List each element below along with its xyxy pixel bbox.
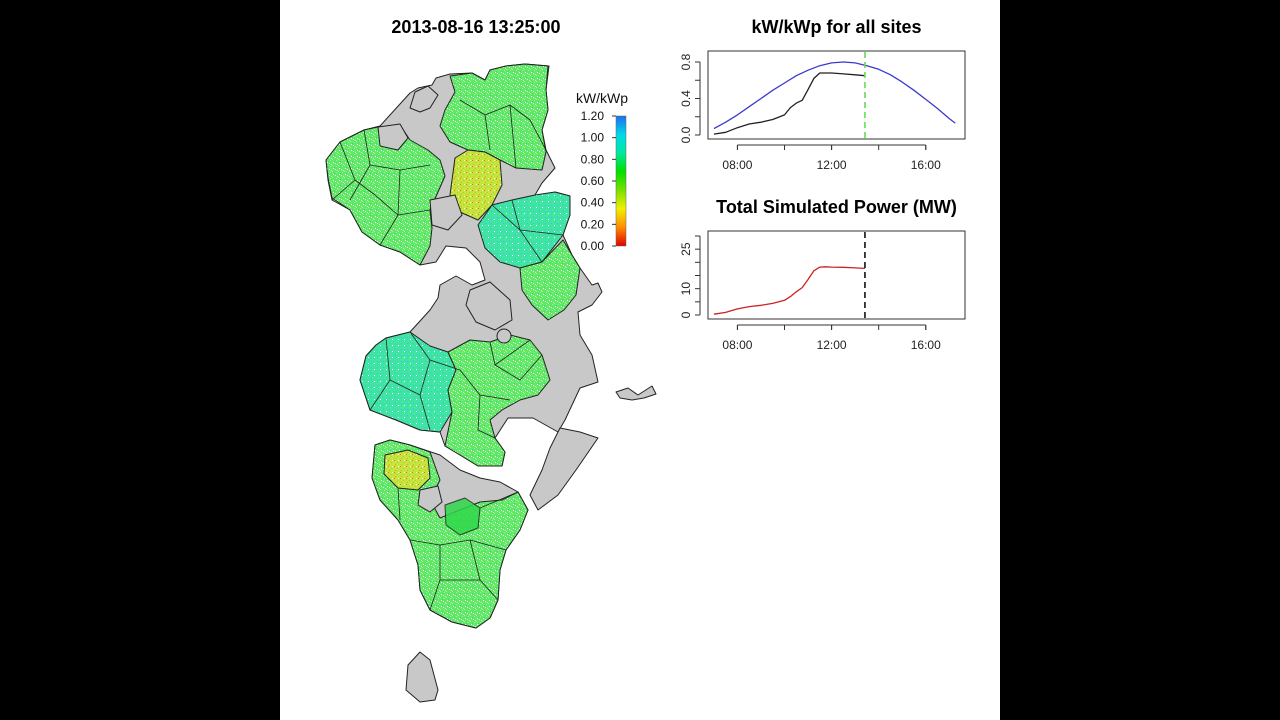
map-region-gray-e-islet (615, 385, 657, 401)
plot-frame (707, 50, 966, 140)
chart-title: kW/kWp for all sites (751, 17, 921, 37)
map-region-gray-south-islet (405, 651, 439, 703)
map-region-gray-east (529, 427, 599, 511)
chart-total-power: Total Simulated Power (MW) 08:00 12:00 16:0… (679, 197, 966, 352)
x-tick-label: 08:00 (722, 158, 752, 172)
x-tick-label: 12:00 (817, 338, 847, 352)
series-line-1 (713, 72, 865, 135)
region-map (325, 63, 657, 703)
figure-panel: 2013-08-16 13:25:00 (280, 0, 1000, 720)
colorbar-tick-label: 0.80 (581, 152, 605, 166)
y-tick-label: 0 (679, 311, 693, 318)
district-boundaries (331, 99, 564, 611)
colorbar (615, 115, 627, 247)
colorbar-tick-label: 0.00 (581, 239, 605, 253)
colorbar-tick-label: 1.00 (581, 131, 605, 145)
x-tick-label: 16:00 (911, 158, 941, 172)
plot-frame (707, 230, 966, 320)
x-tick-label: 08:00 (722, 338, 752, 352)
colorbar-title: kW/kWp (576, 90, 628, 106)
y-tick-label: 25 (679, 242, 693, 256)
map-region-gray-nw-inset (377, 123, 409, 151)
colorbar-ticks: 1.20 1.00 0.80 0.60 0.40 0.20 0.00 (581, 109, 616, 253)
map-center-marker (496, 328, 512, 344)
map-region-south-warm-fill (383, 449, 431, 491)
x-tick-label: 16:00 (911, 338, 941, 352)
map-region-mid-fill (519, 239, 581, 321)
map-region-gray-center-inset (429, 194, 463, 231)
map-title: 2013-08-16 13:25:00 (391, 17, 560, 37)
figure-canvas: 2013-08-16 13:25:00 (325, 17, 966, 703)
x-tick-label: 12:00 (817, 158, 847, 172)
colorbar-tick-label: 1.20 (581, 109, 605, 123)
colorbar-tick-label: 0.20 (581, 217, 605, 231)
colorbar-tick-label: 0.40 (581, 196, 605, 210)
y-tick-label: 10 (679, 282, 693, 296)
series-line-0 (713, 61, 956, 130)
map-region-gray-ne-islet (409, 85, 439, 113)
y-tick-label: 0.0 (679, 126, 693, 143)
map-region-nw-fill (325, 126, 446, 266)
y-tick-label: 0.8 (679, 53, 693, 70)
series-line-0 (713, 266, 865, 315)
map-region-south-center-fill (444, 497, 481, 536)
map-region-gray-mid-inset (465, 281, 513, 331)
chart-title: Total Simulated Power (MW) (716, 197, 957, 217)
map-region-central-fill (444, 334, 551, 467)
y-tick-label: 0.4 (679, 90, 693, 107)
map-region-gray-south-inset (417, 485, 443, 513)
chart-kw-per-kwp: kW/kWp for all sites 08:00 12:00 16:00 0.0 0.… (679, 17, 966, 172)
colorbar-tick-label: 0.60 (581, 174, 605, 188)
